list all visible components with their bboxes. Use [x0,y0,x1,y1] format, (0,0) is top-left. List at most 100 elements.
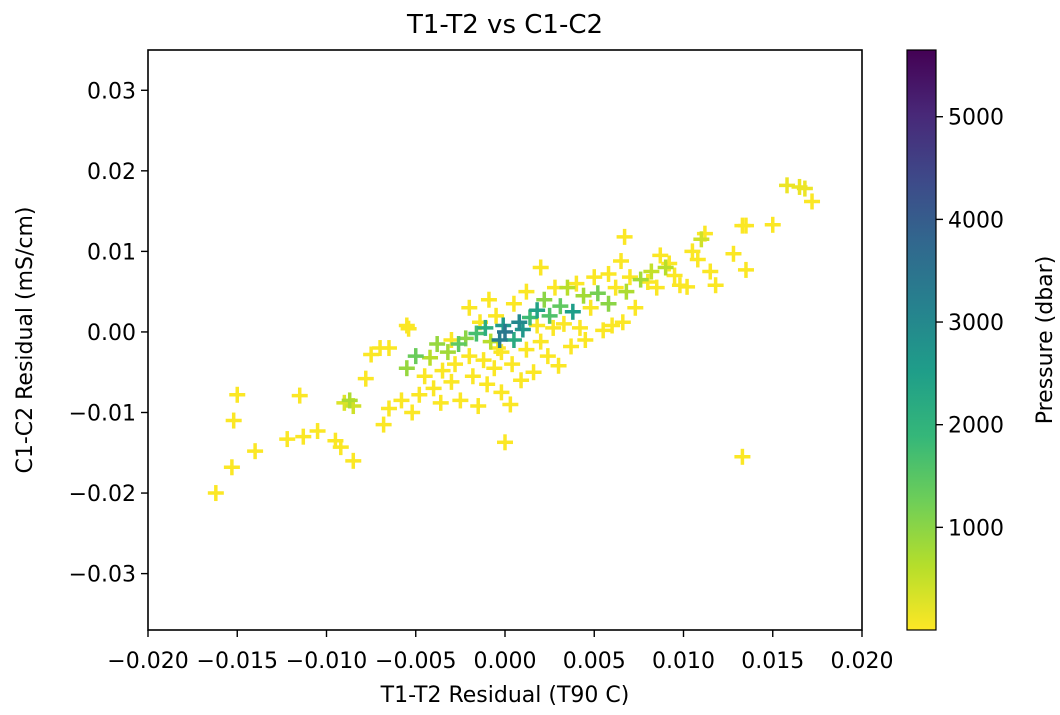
data-point [505,295,522,312]
data-point [600,295,617,312]
data-point [657,259,674,276]
data-point [536,291,553,308]
x-tick-label: −0.005 [375,649,456,674]
data-point [582,299,599,316]
data-point [375,416,392,433]
data-point [618,283,635,300]
data-point [480,291,497,308]
data-point [666,267,683,284]
data-point [571,319,588,336]
data-point [486,360,503,377]
x-tick-label: 0.000 [474,649,537,674]
colorbar [906,49,937,631]
data-point [407,348,424,365]
data-point [693,231,710,248]
data-point [600,265,617,282]
y-tick-label: 0.03 [87,79,136,104]
data-point [439,344,456,361]
data-point [422,349,439,366]
data-point [804,193,821,210]
data-point [404,404,421,421]
data-point [380,340,397,357]
data-point [614,314,631,331]
data-point [493,384,510,401]
x-tick-label: −0.020 [107,649,188,674]
data-point [432,394,449,411]
data-point [411,386,428,403]
data-point [559,279,576,296]
data-point [295,428,312,445]
data-point [511,314,528,331]
colorbar-tick-label: 2000 [948,414,1004,439]
data-point [577,332,594,348]
data-point [689,251,706,268]
data-point [545,319,562,336]
data-point [488,307,505,324]
data-point [470,398,487,415]
data-point [725,245,742,262]
data-point [648,279,665,296]
data-point [400,320,417,337]
data-point [575,287,592,304]
data-point [398,360,415,377]
y-tick-label: 0.00 [87,321,136,346]
data-point [505,332,522,348]
data-point [521,309,538,326]
data-point [568,275,585,292]
x-tick-label: 0.010 [652,649,715,674]
data-point [291,387,308,404]
data-point [652,247,669,264]
y-axis-label: C1-C2 Residual (mS/cm) [13,206,38,473]
data-point [541,307,558,324]
y-tick-label: 0.02 [87,160,136,185]
data-point [479,376,496,393]
points-layer [207,177,821,502]
data-point [502,396,519,413]
x-axis-label: T1-T2 Residual (T90 C) [380,683,630,708]
data-point [532,333,549,350]
data-point [514,321,531,338]
data-point [639,274,656,290]
data-point [734,448,751,465]
data-point [493,344,510,361]
data-point [796,180,813,197]
y-axis: 0.03 0.02 0.01 0.00 −0.01 −0.02 −0.03 [69,79,148,588]
x-axis: −0.020 −0.015 −0.010 −0.005 0.000 0.005 0.010 0… [107,630,893,674]
data-point [707,277,724,294]
data-point [447,356,464,373]
data-point [518,283,535,300]
data-point [764,216,781,233]
x-tick-label: 0.015 [741,649,804,674]
y-tick-label: 0.01 [87,240,136,265]
data-point [461,348,478,365]
data-point [363,346,380,363]
data-point [468,325,485,342]
data-point [477,319,494,336]
chart-title: T1-T2 vs C1-C2 [406,10,603,40]
data-point [247,443,264,460]
data-point [702,263,719,280]
data-point [550,357,567,374]
data-point [595,322,612,339]
colorbar-axis: 1000 2000 3000 4000 5000 [936,106,1004,541]
data-point [332,439,349,456]
data-point [627,299,644,316]
data-point [564,303,581,320]
data-point [737,261,754,278]
data-point [529,317,546,334]
data-point [589,285,606,302]
data-point [491,332,508,348]
data-point [443,373,460,390]
data-point [380,400,397,417]
x-tick-label: 0.020 [831,649,894,674]
data-point [643,263,660,280]
data-point [525,364,542,381]
data-point [398,317,415,334]
x-tick-label: −0.015 [197,649,278,674]
y-tick-label: −0.01 [69,402,136,427]
data-point [679,278,696,295]
data-point [497,434,513,451]
data-point [604,317,621,334]
y-tick-label: −0.03 [69,563,136,588]
data-point [416,368,433,385]
